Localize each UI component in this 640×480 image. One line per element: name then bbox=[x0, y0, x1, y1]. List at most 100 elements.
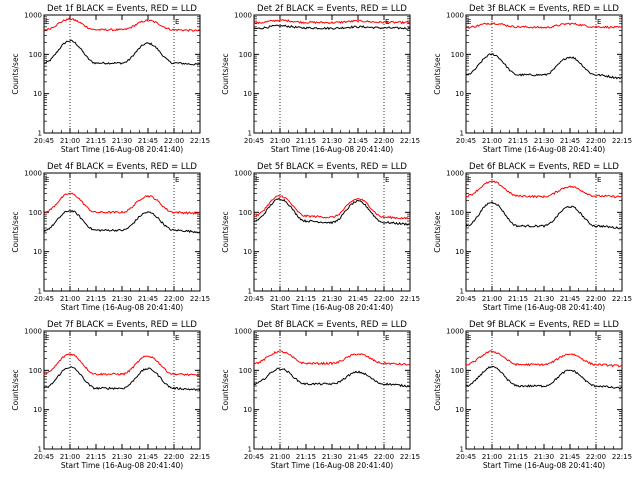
x-tick-label: 21:00 bbox=[60, 453, 80, 461]
y-tick-label: 1000 bbox=[234, 328, 252, 336]
series-line bbox=[43, 365, 201, 392]
y-tick-label: 1000 bbox=[24, 12, 42, 20]
x-tick-label: 21:45 bbox=[348, 453, 368, 461]
panel-det-6: Det 6f BLACK = Events, RED = LLD 1 10 100 10… bbox=[433, 162, 632, 312]
x-tick-label: 22:00 bbox=[164, 295, 184, 303]
y-tick-label: 100 bbox=[451, 209, 464, 217]
x-tick-label: 21:15 bbox=[86, 295, 106, 303]
series-line bbox=[465, 180, 623, 199]
y-tick-label: 1000 bbox=[446, 170, 464, 178]
plot-frame bbox=[465, 330, 623, 450]
plot-frame bbox=[253, 330, 411, 450]
panel-det-4: Det 4f BLACK = Events, RED = LLD 1 10 100 10… bbox=[11, 162, 210, 312]
x-axis-label: Start Time (16-Aug-08 20:41:40) bbox=[61, 145, 183, 154]
series-line bbox=[253, 18, 411, 25]
x-tick-label: 21:00 bbox=[60, 137, 80, 145]
plot-frame bbox=[43, 14, 201, 134]
x-tick-label: 21:30 bbox=[322, 453, 342, 461]
x-tick-label: 22:15 bbox=[612, 453, 632, 461]
series-line bbox=[465, 53, 623, 80]
y-axis-label: Counts/sec bbox=[433, 53, 442, 94]
panel-title: Det 9f BLACK = Events, RED = LLD bbox=[469, 320, 619, 330]
x-tick-label: 22:15 bbox=[190, 295, 210, 303]
series-line bbox=[253, 367, 411, 388]
x-tick-label: 21:00 bbox=[270, 137, 290, 145]
panel-title: Det 3f BLACK = Events, RED = LLD bbox=[469, 4, 619, 14]
marker-e: E bbox=[597, 18, 601, 26]
y-tick-label: 10 bbox=[243, 90, 252, 98]
x-tick-label: 22:00 bbox=[164, 137, 184, 145]
x-axis-label: Start Time (16-Aug-08 20:41:40) bbox=[61, 461, 183, 470]
series-line bbox=[465, 365, 623, 390]
series-line bbox=[253, 195, 411, 220]
x-tick-label: 21:00 bbox=[482, 295, 502, 303]
series-line bbox=[253, 350, 411, 366]
y-tick-label: 100 bbox=[451, 367, 464, 375]
x-axis-label: Start Time (16-Aug-08 20:41:40) bbox=[271, 303, 393, 312]
panel-title: Det 7f BLACK = Events, RED = LLD bbox=[47, 320, 197, 330]
x-axis-label: Start Time (16-Aug-08 20:41:40) bbox=[483, 461, 605, 470]
x-tick-label: 22:15 bbox=[400, 295, 420, 303]
panel-det-2: Det 2f BLACK = Events, RED = LLD 1 10 100 10… bbox=[221, 4, 420, 154]
marker-e: E bbox=[45, 18, 49, 26]
x-axis-label: Start Time (16-Aug-08 20:41:40) bbox=[483, 303, 605, 312]
x-tick-label: 22:00 bbox=[164, 453, 184, 461]
x-tick-label: 21:00 bbox=[482, 137, 502, 145]
panel-det-5: Det 5f BLACK = Events, RED = LLD 1 10 100 10… bbox=[221, 162, 420, 312]
x-tick-label: 20:45 bbox=[244, 453, 264, 461]
x-tick-label: 21:15 bbox=[508, 137, 528, 145]
x-tick-label: 21:45 bbox=[138, 295, 158, 303]
panel-title: Det 5f BLACK = Events, RED = LLD bbox=[257, 162, 407, 172]
y-axis-label: Counts/sec bbox=[221, 211, 230, 252]
y-axis-label: Counts/sec bbox=[11, 369, 20, 410]
series-line bbox=[465, 22, 623, 30]
y-tick-label: 100 bbox=[239, 209, 252, 217]
x-tick-label: 21:00 bbox=[482, 453, 502, 461]
x-tick-label: 21:45 bbox=[348, 295, 368, 303]
y-tick-label: 1 bbox=[248, 130, 252, 138]
panel-det-3: Det 3f BLACK = Events, RED = LLD 1 10 100 10… bbox=[433, 4, 632, 154]
y-tick-label: 1 bbox=[38, 288, 42, 296]
x-axis-label: Start Time (16-Aug-08 20:41:40) bbox=[271, 145, 393, 154]
y-tick-label: 10 bbox=[243, 248, 252, 256]
x-tick-label: 21:15 bbox=[296, 295, 316, 303]
y-tick-label: 1000 bbox=[24, 328, 42, 336]
marker-e: E bbox=[467, 176, 471, 184]
marker-e: E bbox=[597, 334, 601, 342]
x-tick-label: 22:15 bbox=[612, 137, 632, 145]
y-tick-label: 1 bbox=[248, 288, 252, 296]
marker-e: E bbox=[255, 334, 259, 342]
x-tick-label: 20:45 bbox=[34, 137, 54, 145]
x-tick-label: 20:45 bbox=[456, 453, 476, 461]
y-axis-label: Counts/sec bbox=[433, 211, 442, 252]
marker-e: E bbox=[255, 176, 259, 184]
x-tick-label: 21:45 bbox=[560, 295, 580, 303]
x-tick-label: 22:15 bbox=[400, 453, 420, 461]
x-tick-label: 22:00 bbox=[586, 453, 606, 461]
marker-e: E bbox=[45, 176, 49, 184]
marker-e: E bbox=[385, 176, 389, 184]
series-line bbox=[253, 197, 411, 226]
series-line bbox=[465, 201, 623, 230]
y-tick-label: 1000 bbox=[24, 170, 42, 178]
x-tick-label: 20:45 bbox=[456, 295, 476, 303]
y-tick-label: 1000 bbox=[446, 12, 464, 20]
marker-e: E bbox=[45, 334, 49, 342]
y-tick-label: 1000 bbox=[234, 12, 252, 20]
y-tick-label: 10 bbox=[33, 406, 42, 414]
y-tick-label: 10 bbox=[455, 90, 464, 98]
series-line bbox=[465, 350, 623, 368]
marker-e: E bbox=[175, 334, 179, 342]
x-axis-label: Start Time (16-Aug-08 20:41:40) bbox=[483, 145, 605, 154]
x-tick-label: 20:45 bbox=[34, 295, 54, 303]
x-axis-label: Start Time (16-Aug-08 20:41:40) bbox=[61, 303, 183, 312]
x-axis-label: Start Time (16-Aug-08 20:41:40) bbox=[271, 461, 393, 470]
y-axis-label: Counts/sec bbox=[221, 369, 230, 410]
y-tick-label: 1 bbox=[460, 130, 464, 138]
x-tick-label: 21:30 bbox=[534, 137, 554, 145]
panel-title: Det 8f BLACK = Events, RED = LLD bbox=[257, 320, 407, 330]
x-tick-label: 21:45 bbox=[560, 453, 580, 461]
x-tick-label: 22:15 bbox=[612, 295, 632, 303]
x-tick-label: 21:00 bbox=[60, 295, 80, 303]
y-tick-label: 10 bbox=[33, 90, 42, 98]
